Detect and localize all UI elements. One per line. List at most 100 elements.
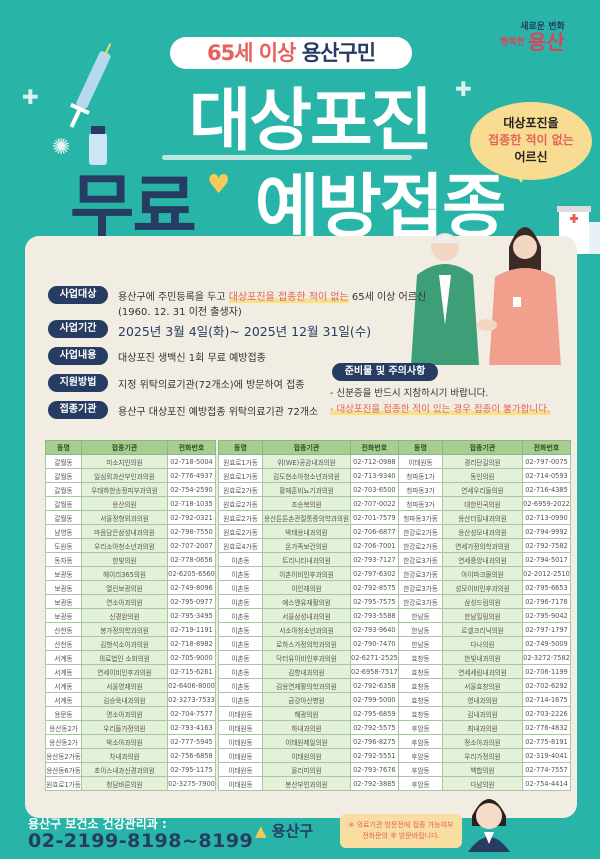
- cell-dong: 이촌동: [218, 566, 263, 581]
- table-row: 이촌동 이촌이비인후과의원 02-797-6302: [218, 566, 399, 581]
- period-text: 2025년 3월 4일(화)~ 2025년 12월 31일(수): [118, 324, 372, 339]
- cell-phone: 02-6959-2022: [522, 496, 571, 511]
- cell-clinic: 다나의원: [442, 636, 523, 651]
- cell-phone: 02-706-7001: [350, 538, 399, 553]
- table-row: 이촌동 서울삼성내과의원 02-793-5588: [218, 608, 399, 623]
- table-row: 이태원동 이태원제일의원 02-796-8275: [218, 734, 399, 749]
- cell-phone: 02-749-5009: [522, 636, 571, 651]
- label-content: 사업내용: [48, 347, 108, 365]
- clinic-table: 동명 접종기관 전화번호 이태원동 경리단길의원 02-797-0075 청파동1가 동인의원…: [398, 440, 571, 791]
- cell-clinic: 김용연재활의학과의원: [262, 678, 351, 693]
- table-row: 한강로2가동 연세가정의학과의원 02-792-7582: [398, 538, 571, 553]
- table-row: 한강로3가동 아이파크몰의원 02-2012-2510: [398, 566, 571, 581]
- cell-dong: 원효로4가동: [218, 538, 263, 553]
- cell-phone: 02-718-5004: [167, 454, 216, 469]
- cell-phone: 02-714-0593: [522, 468, 571, 483]
- cell-clinic: 동인의원: [442, 468, 523, 483]
- cell-clinic: 트리니티내과의원: [262, 552, 351, 567]
- cell-clinic: 영내과의원: [442, 692, 523, 707]
- table-row: 후암동 우리가정의원 02-319-4041: [398, 748, 571, 763]
- table-row: 서계동 연세이비인후과의원 02-715-6261: [45, 664, 216, 679]
- cell-clinic: 닥터유이비인후과의원: [262, 650, 351, 665]
- cell-dong: 한남동: [398, 636, 443, 651]
- header-clinic: 접종기관: [262, 440, 351, 455]
- cell-phone: 02-792-6358: [350, 678, 399, 693]
- brand-logo: 새로운 변화 행복한 용산: [500, 22, 565, 52]
- cell-dong: 원효로2가동: [218, 482, 263, 497]
- cell-clinic: 초이스내과신경과의원: [81, 762, 168, 777]
- table-row: 한강로3가동 성모이비인후과의원 02-795-6653: [398, 580, 571, 595]
- cell-dong: 한강로2가동: [398, 538, 443, 553]
- cell-dong: 후암동: [398, 734, 443, 749]
- cell-clinic: 용산더힐내과의원: [442, 510, 523, 525]
- call-ahead-note: ※ 의료기관 방문전에 접종 가능여부 전화문의 후 방문바랍니다.: [340, 814, 462, 848]
- cell-clinic: 한남힐링의원: [442, 608, 523, 623]
- cell-clinic: 백합의원: [442, 762, 523, 777]
- cell-dong: 갈월동: [45, 510, 82, 525]
- cell-phone: 02-793-7676: [350, 762, 399, 777]
- cell-dong: 이태원동: [218, 720, 263, 735]
- footer-phone[interactable]: 02-2199-8198~8199: [28, 830, 254, 852]
- cell-dong: 갈월동: [45, 468, 82, 483]
- cell-phone: 02-712-0988: [350, 454, 399, 469]
- cell-clinic: 우태하한송정피부과의원: [81, 482, 168, 497]
- cell-phone: 02-792-3885: [350, 776, 399, 791]
- cell-phone: 02-6205-6560: [167, 566, 216, 581]
- cell-phone: 02-792-0321: [167, 510, 216, 525]
- pill-highlight: 65세 이상: [206, 41, 296, 65]
- notice-item: - 신분증을 반드시 지참하시기 바랍니다.: [330, 388, 489, 399]
- cell-dong: 효창동: [398, 706, 443, 721]
- table-row: 서계동 의료법인 소화의원 02-705-9000: [45, 650, 216, 665]
- cell-phone: 02-701-7579: [350, 510, 399, 525]
- table-row: 청파동3가 연세우리들의원 02-716-4385: [398, 482, 571, 497]
- cell-dong: 이태원동: [218, 706, 263, 721]
- table-header: 동명 접종기관 전화번호: [218, 440, 399, 455]
- cell-clinic: 김형석소아과의원: [81, 636, 168, 651]
- cell-clinic: 박태용내과의원: [262, 524, 351, 539]
- cell-dong: 이태원동: [218, 734, 263, 749]
- clinic-table: 동명 접종기관 전화번호 원효로1가동 위(WE)공감내과의원 02-712-0988 원효…: [218, 440, 399, 791]
- cell-dong: 후암동: [398, 748, 443, 763]
- brand-line2: 행복한: [500, 37, 525, 48]
- cell-phone: 02-706-6877: [350, 524, 399, 539]
- table-row: 후암동 다남의원 02-754-4414: [398, 776, 571, 791]
- cell-phone: 02-794-9992: [522, 524, 571, 539]
- table-row: 보광동 헤이리365의원 02-6205-6560: [45, 566, 216, 581]
- cell-clinic: 이태원의원: [262, 748, 351, 763]
- table-row: 용문동 명소아과의원 02-704-7577: [45, 706, 216, 721]
- target-text-post: 65세 이상 어르신: [348, 292, 427, 303]
- cell-phone: 02-799-5000: [350, 692, 399, 707]
- cell-dong: 원효로2가동: [218, 510, 263, 525]
- cell-phone: 02-714-1675: [522, 692, 571, 707]
- cell-dong: 한강로3가동: [398, 594, 443, 609]
- cell-phone: 02-707-0022: [350, 496, 399, 511]
- cell-phone: 02-719-1191: [167, 622, 216, 637]
- cell-dong: 청파동3가동: [398, 510, 443, 525]
- table-row: 한남동 르셀크리닉의원 02-797-1797: [398, 622, 571, 637]
- cell-dong: 산천동: [45, 636, 82, 651]
- table-row: 갈월동 일심외과산부인과의원 02-776-4937: [45, 468, 216, 483]
- cell-dong: 동자동: [45, 552, 82, 567]
- cell-dong: 청파동3가: [398, 496, 443, 511]
- table-row: 한강로3가동 삼성드림의원 02-796-7178: [398, 594, 571, 609]
- cell-phone: 02-702-6292: [522, 678, 571, 693]
- target-text-pre: 용산구에 주민등록을 두고: [118, 292, 229, 303]
- cell-clinic: 이태원제일의원: [262, 734, 351, 749]
- cell-clinic: 대한민국의원: [442, 496, 523, 511]
- plus-icon: ✚: [455, 77, 472, 101]
- cell-dong: 이촌동: [218, 594, 263, 609]
- cell-phone: 02-6271-2525: [350, 650, 399, 665]
- cell-clinic: 우리소아청소년과의원: [81, 538, 168, 553]
- table-row: 보광동 신경완의원 02-795-3495: [45, 608, 216, 623]
- cell-phone: 02-792-8575: [350, 580, 399, 595]
- cell-dong: 한강로2가동: [398, 524, 443, 539]
- cell-phone: 02-6406-8000: [167, 678, 216, 693]
- cell-clinic: 연세우리들의원: [442, 482, 523, 497]
- cell-clinic: 일심외과산부인과의원: [81, 468, 168, 483]
- notice-title: 준비물 및 주의사항: [332, 363, 438, 381]
- cell-phone: 02-794-5017: [522, 552, 571, 567]
- table-header: 동명 접종기관 전화번호: [45, 440, 216, 455]
- cell-clinic: 서울삼성내과의원: [262, 608, 351, 623]
- table-row: 갈월동 우태하한송정피부과의원 02-754-2590: [45, 482, 216, 497]
- cell-dong: 효창동: [398, 650, 443, 665]
